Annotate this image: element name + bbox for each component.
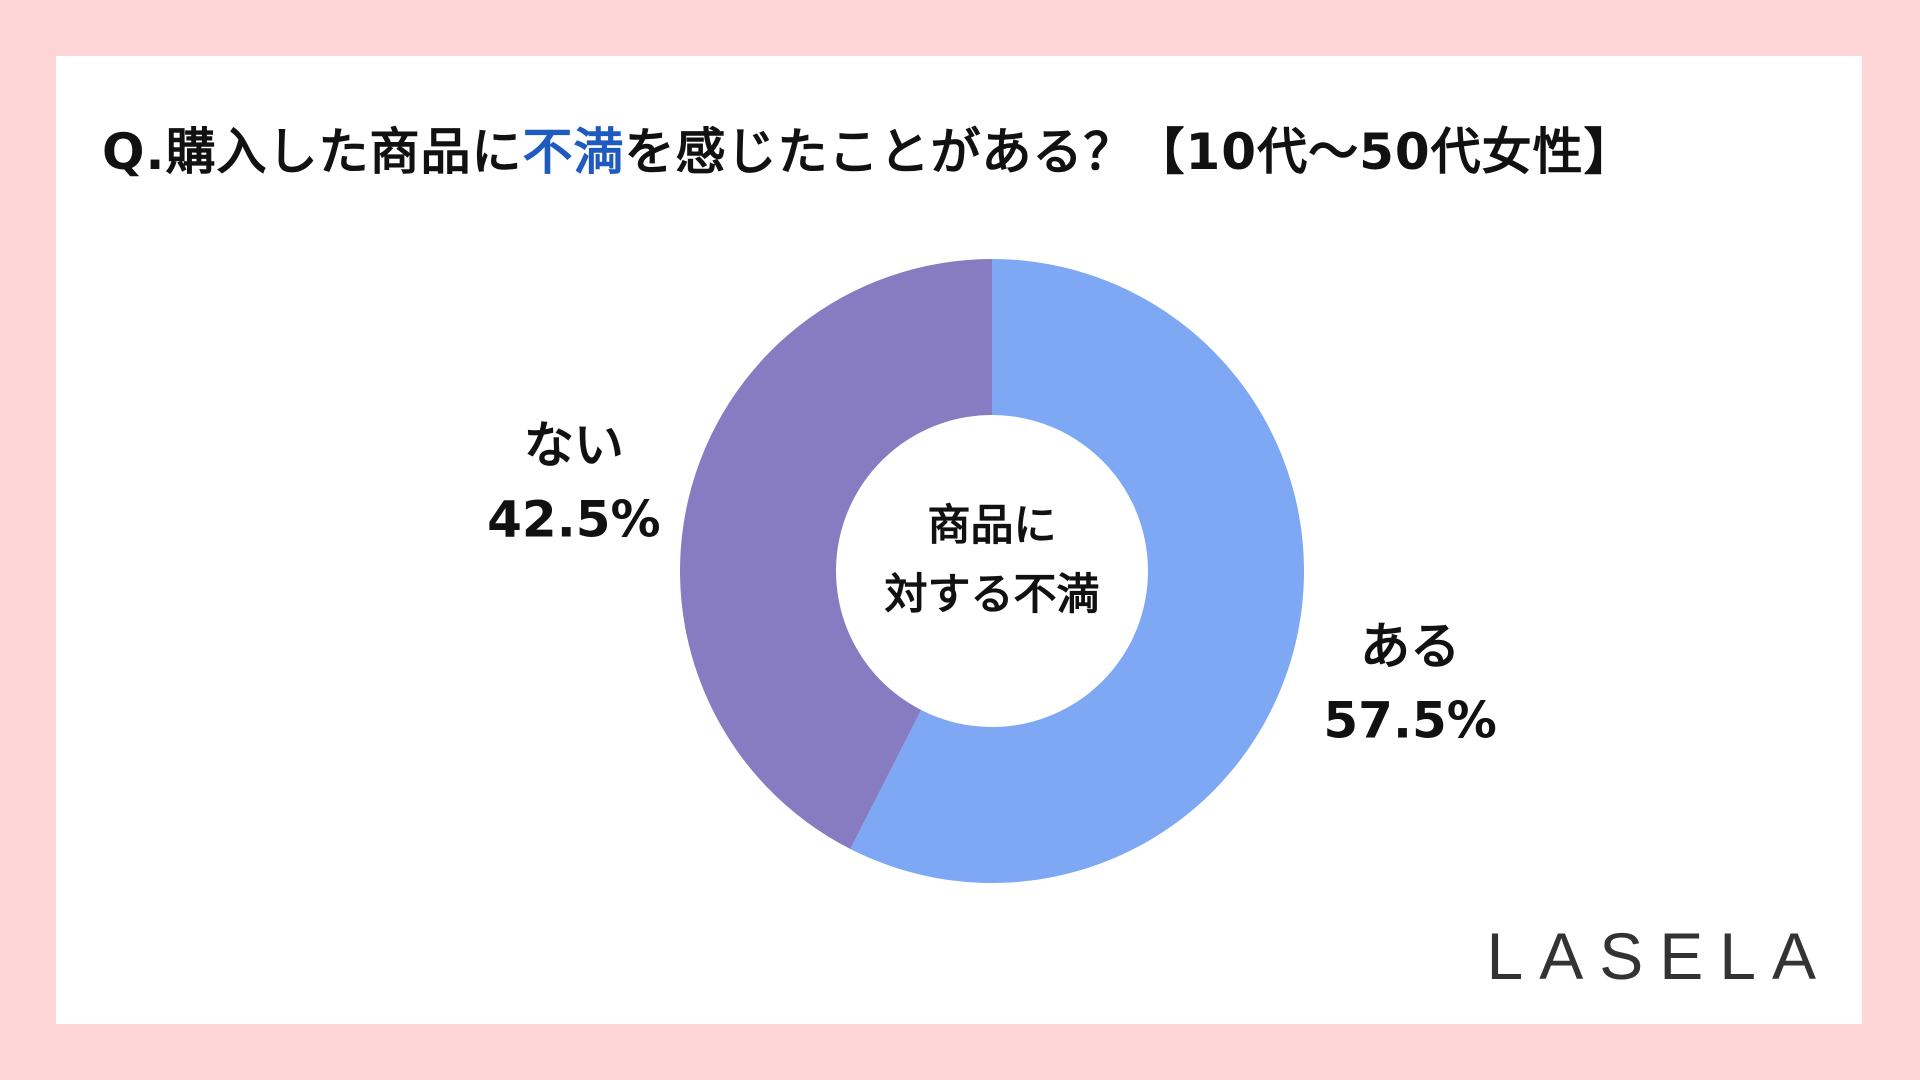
title-prefix: Q.購入した商品に bbox=[102, 123, 523, 181]
donut-chart: ある 57.5% ない 42.5% 商品に 対する不満 bbox=[487, 259, 1497, 883]
chart-title: Q.購入した商品に不満を感じたことがある？【10代〜50代女性】 bbox=[102, 112, 1635, 184]
center-label-line2: 対する不満 bbox=[885, 570, 1100, 620]
donut-slices bbox=[680, 259, 1304, 883]
donut-slice-nai bbox=[680, 259, 992, 849]
donut-slice-aru bbox=[850, 259, 1304, 883]
chart-card: Q.購入した商品に不満を感じたことがある？【10代〜50代女性】 ある 57.5%… bbox=[56, 56, 1862, 1024]
slice-labels: ある 57.5% ない 42.5% bbox=[487, 417, 1497, 750]
center-label: 商品に 対する不満 bbox=[885, 501, 1100, 620]
title-highlight: 不満 bbox=[522, 123, 625, 181]
slice-value-label: 57.5% bbox=[1323, 691, 1496, 749]
lasela-logo: LASELA bbox=[1486, 919, 1832, 993]
slice-value-label: 42.5% bbox=[487, 491, 660, 549]
center-label-line1: 商品に bbox=[928, 501, 1057, 551]
title-suffix: を感じたことがある？【10代〜50代女性】 bbox=[624, 123, 1635, 181]
slice-category-label: ない bbox=[524, 417, 624, 475]
slice-category-label: ある bbox=[1360, 617, 1460, 675]
